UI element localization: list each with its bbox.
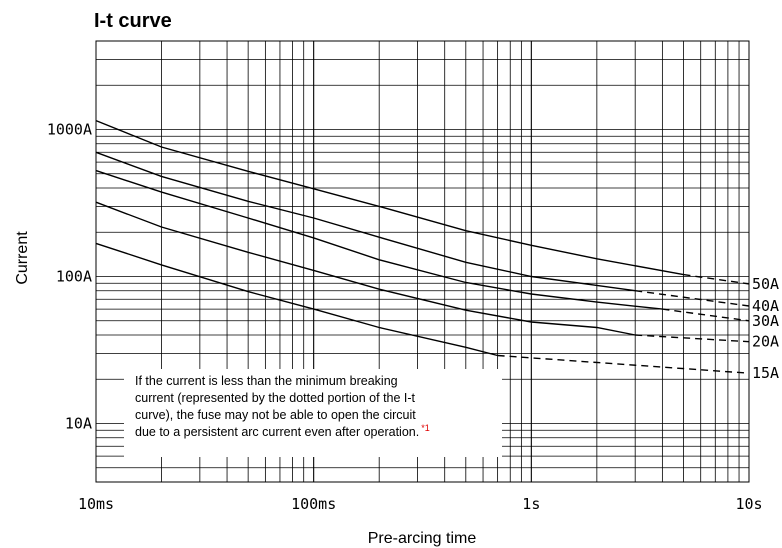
plot-border <box>95 40 750 483</box>
y-tick-label: 1000A <box>47 121 92 139</box>
note-line: current (represented by the dotted porti… <box>135 391 416 405</box>
series-label-15a: 15A <box>752 364 779 382</box>
x-axis-title: Pre-arcing time <box>368 530 477 547</box>
note-background <box>124 369 502 457</box>
series-label-40a: 40A <box>752 297 779 315</box>
x-tick-label: 10ms <box>78 495 114 513</box>
y-tick-labels: 10A 100A 1000A <box>47 121 92 433</box>
x-tick-labels: 10ms 100ms 1s 10s <box>78 495 763 513</box>
series-label-50a: 50A <box>752 275 779 293</box>
note-line: curve), the fuse may not be able to open… <box>135 408 416 422</box>
x-tick-label: 1s <box>522 495 540 513</box>
note-line: due to a persistent arc current even aft… <box>135 423 430 439</box>
note-line: If the current is less than the minimum … <box>135 374 398 388</box>
curve-dashed-40a <box>635 290 750 307</box>
curve-20a <box>95 201 636 336</box>
curve-30a <box>95 169 663 310</box>
note-reference-mark: *1 <box>421 423 430 433</box>
curve-40a <box>95 151 636 292</box>
series-label-30a: 30A <box>752 312 779 330</box>
chart-title: I-t curve <box>94 10 172 32</box>
curve-50a <box>95 119 684 276</box>
y-axis-title: Current <box>14 231 31 285</box>
curve-dashed-15a <box>497 354 750 374</box>
note-box: If the current is less than the minimum … <box>124 369 502 457</box>
curve-dashed-30a <box>662 308 750 322</box>
y-tick-label: 100A <box>56 268 92 286</box>
x-tick-label: 100ms <box>291 495 336 513</box>
curve-dashed-20a <box>635 334 750 343</box>
curve-15a <box>95 242 498 357</box>
y-tick-label: 10A <box>65 415 92 433</box>
curves <box>95 119 750 374</box>
series-label-20a: 20A <box>752 333 779 351</box>
x-tick-label: 10s <box>735 495 762 513</box>
